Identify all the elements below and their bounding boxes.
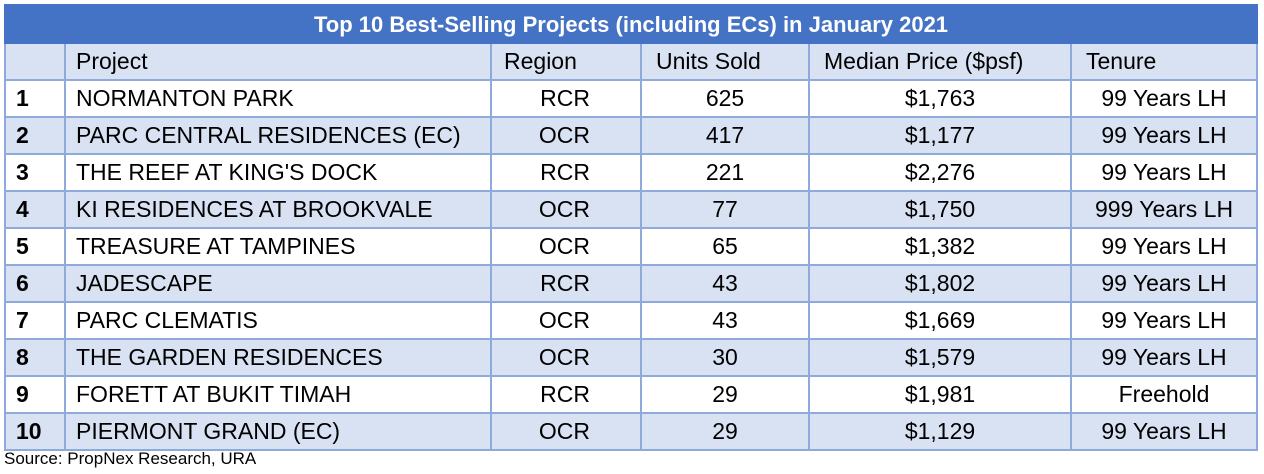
cell-median-price: $1,802 — [808, 264, 1072, 303]
header-rank — [4, 42, 66, 81]
cell-region: RCR — [490, 79, 642, 118]
cell-region: OCR — [490, 338, 642, 377]
cell-median-price: $1,177 — [808, 116, 1072, 155]
cell-units-sold: 29 — [640, 412, 810, 451]
cell-region: OCR — [490, 227, 642, 266]
cell-rank: 8 — [4, 338, 66, 377]
cell-project: NORMANTON PARK — [64, 79, 492, 118]
cell-project: THE GARDEN RESIDENCES — [64, 338, 492, 377]
cell-project: JADESCAPE — [64, 264, 492, 303]
best-selling-projects-table: Top 10 Best-Selling Projects (including … — [4, 4, 1258, 451]
cell-tenure: 99 Years LH — [1070, 301, 1258, 340]
cell-tenure: 99 Years LH — [1070, 264, 1258, 303]
source-note: Source: PropNex Research, URA — [4, 449, 257, 468]
cell-tenure: 99 Years LH — [1070, 338, 1258, 377]
cell-project: PARC CLEMATIS — [64, 301, 492, 340]
cell-tenure: 99 Years LH — [1070, 116, 1258, 155]
table-title: Top 10 Best-Selling Projects (including … — [4, 4, 1258, 44]
cell-median-price: $1,129 — [808, 412, 1072, 451]
cell-rank: 5 — [4, 227, 66, 266]
cell-median-price: $1,750 — [808, 190, 1072, 229]
cell-rank: 4 — [4, 190, 66, 229]
table-row: 9 FORETT AT BUKIT TIMAH RCR 29 $1,981 Freehol… — [4, 375, 1258, 414]
cell-units-sold: 30 — [640, 338, 810, 377]
table-row: 2 PARC CENTRAL RESIDENCES (EC) OCR 417 $1,17… — [4, 116, 1258, 155]
cell-tenure: Freehold — [1070, 375, 1258, 414]
cell-region: RCR — [490, 375, 642, 414]
cell-region: OCR — [490, 190, 642, 229]
cell-rank: 9 — [4, 375, 66, 414]
cell-project: PIERMONT GRAND (EC) — [64, 412, 492, 451]
cell-units-sold: 417 — [640, 116, 810, 155]
table-row: 6 JADESCAPE RCR 43 $1,802 99 Years LH — [4, 264, 1258, 303]
cell-tenure: 99 Years LH — [1070, 412, 1258, 451]
cell-region: OCR — [490, 412, 642, 451]
cell-tenure: 99 Years LH — [1070, 227, 1258, 266]
cell-project: TREASURE AT TAMPINES — [64, 227, 492, 266]
header-project: Project — [64, 42, 492, 81]
table-row: 10 PIERMONT GRAND (EC) OCR 29 $1,129 99 Years… — [4, 412, 1258, 451]
cell-median-price: $2,276 — [808, 153, 1072, 192]
cell-project: THE REEF AT KING'S DOCK — [64, 153, 492, 192]
cell-project: KI RESIDENCES AT BROOKVALE — [64, 190, 492, 229]
cell-units-sold: 43 — [640, 264, 810, 303]
cell-units-sold: 221 — [640, 153, 810, 192]
cell-median-price: $1,382 — [808, 227, 1072, 266]
cell-rank: 10 — [4, 412, 66, 451]
cell-units-sold: 65 — [640, 227, 810, 266]
cell-region: OCR — [490, 301, 642, 340]
cell-median-price: $1,981 — [808, 375, 1072, 414]
header-median-price: Median Price ($psf) — [808, 42, 1072, 81]
cell-units-sold: 29 — [640, 375, 810, 414]
table-row: 8 THE GARDEN RESIDENCES OCR 30 $1,579 99 Year… — [4, 338, 1258, 377]
table-row: 1 NORMANTON PARK RCR 625 $1,763 99 Years LH — [4, 79, 1258, 118]
cell-units-sold: 77 — [640, 190, 810, 229]
header-region: Region — [490, 42, 642, 81]
cell-median-price: $1,763 — [808, 79, 1072, 118]
cell-median-price: $1,579 — [808, 338, 1072, 377]
cell-project: FORETT AT BUKIT TIMAH — [64, 375, 492, 414]
cell-median-price: $1,669 — [808, 301, 1072, 340]
cell-rank: 2 — [4, 116, 66, 155]
cell-rank: 6 — [4, 264, 66, 303]
header-tenure: Tenure — [1070, 42, 1258, 81]
cell-tenure: 99 Years LH — [1070, 79, 1258, 118]
table-row: 7 PARC CLEMATIS OCR 43 $1,669 99 Years LH — [4, 301, 1258, 340]
cell-tenure: 999 Years LH — [1070, 190, 1258, 229]
header-units-sold: Units Sold — [640, 42, 810, 81]
table-row: 3 THE REEF AT KING'S DOCK RCR 221 $2,276 99 Y… — [4, 153, 1258, 192]
cell-rank: 1 — [4, 79, 66, 118]
table-row: 5 TREASURE AT TAMPINES OCR 65 $1,382 99 Years… — [4, 227, 1258, 266]
cell-units-sold: 625 — [640, 79, 810, 118]
cell-region: OCR — [490, 116, 642, 155]
cell-region: RCR — [490, 153, 642, 192]
table-row: 4 KI RESIDENCES AT BROOKVALE OCR 77 $1,750 99… — [4, 190, 1258, 229]
cell-units-sold: 43 — [640, 301, 810, 340]
cell-rank: 7 — [4, 301, 66, 340]
cell-project: PARC CENTRAL RESIDENCES (EC) — [64, 116, 492, 155]
cell-rank: 3 — [4, 153, 66, 192]
cell-region: RCR — [490, 264, 642, 303]
cell-tenure: 99 Years LH — [1070, 153, 1258, 192]
